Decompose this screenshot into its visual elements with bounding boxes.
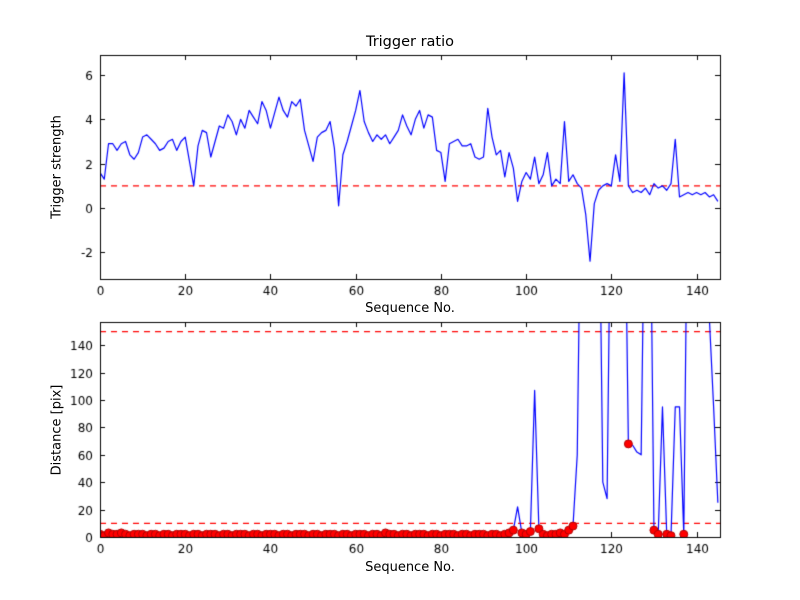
y-axis-label-bottom: Distance [pix]: [49, 384, 65, 476]
x-axis-label-bottom: Sequence No.: [365, 560, 455, 575]
y-axis-label-top: Trigger strength: [49, 115, 65, 219]
x-axis-label-top: Sequence No.: [365, 301, 455, 316]
chart-title: Trigger ratio: [365, 34, 455, 50]
